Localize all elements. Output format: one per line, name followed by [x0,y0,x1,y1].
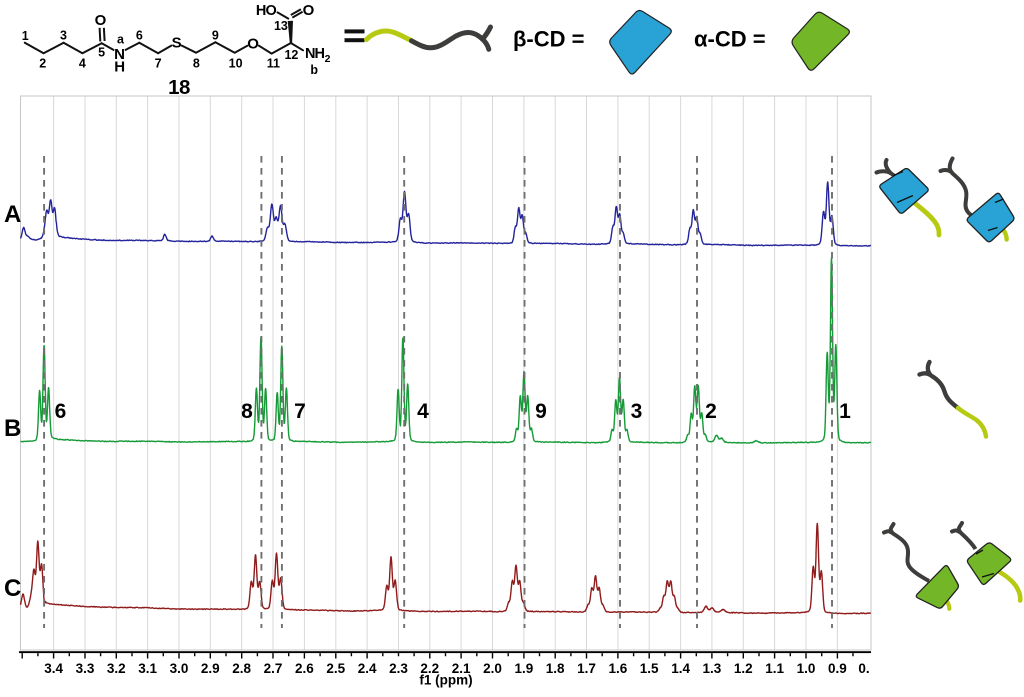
svg-text:α-CD =: α-CD = [694,27,766,52]
svg-text:0.: 0. [858,661,869,676]
svg-text:a: a [117,33,125,47]
svg-text:2.5: 2.5 [326,661,345,676]
svg-text:6: 6 [55,400,67,423]
svg-text:O: O [303,2,315,19]
svg-text:6: 6 [136,28,143,42]
svg-text:3.1: 3.1 [138,661,157,676]
svg-text:13: 13 [274,19,288,33]
svg-text:5: 5 [98,45,105,59]
svg-text:4: 4 [417,400,429,423]
svg-text:1.0: 1.0 [797,661,816,676]
svg-text:3: 3 [60,28,67,42]
svg-text:2.4: 2.4 [358,661,377,676]
svg-text:8: 8 [193,57,200,71]
svg-text:2.3: 2.3 [389,661,408,676]
svg-text:2: 2 [39,57,46,71]
svg-text:3.0: 3.0 [170,661,189,676]
svg-text:C: C [4,575,21,602]
svg-text:18: 18 [168,76,190,99]
svg-text:3: 3 [631,400,643,423]
svg-text:1.3: 1.3 [703,661,722,676]
svg-text:1.7: 1.7 [577,661,596,676]
svg-text:12: 12 [284,48,298,62]
svg-text:2.7: 2.7 [264,661,283,676]
svg-text:2.8: 2.8 [232,661,251,676]
svg-text:2.6: 2.6 [295,661,314,676]
svg-text:1.5: 1.5 [640,661,659,676]
svg-text:2: 2 [325,53,331,65]
svg-text:0.9: 0.9 [828,661,847,676]
svg-text:2.9: 2.9 [201,661,220,676]
svg-text:O: O [95,12,107,29]
svg-text:11: 11 [267,57,280,71]
svg-text:7: 7 [155,57,162,71]
svg-text:O: O [247,35,259,52]
svg-text:N: N [114,46,125,63]
svg-text:3.2: 3.2 [107,661,126,676]
svg-text:3.3: 3.3 [76,661,95,676]
svg-text:2: 2 [705,400,717,423]
svg-text:f1 (ppm): f1 (ppm) [419,673,472,688]
svg-text:10: 10 [229,57,243,71]
svg-text:S: S [172,34,182,51]
svg-text:2.0: 2.0 [483,661,502,676]
svg-text:1.6: 1.6 [609,661,628,676]
svg-text:8: 8 [241,400,253,423]
svg-text:4: 4 [79,57,86,71]
svg-text:2.1: 2.1 [452,661,471,676]
svg-text:1.2: 1.2 [734,661,753,676]
svg-text:NH: NH [305,46,324,62]
svg-text:B: B [4,415,21,442]
svg-text:9: 9 [535,400,547,423]
svg-text:1: 1 [839,400,851,423]
svg-text:A: A [4,201,21,228]
svg-text:7: 7 [294,400,306,423]
svg-text:1.4: 1.4 [671,661,690,676]
svg-text:1.1: 1.1 [765,661,784,676]
svg-text:3.4: 3.4 [44,661,63,676]
svg-text:1.8: 1.8 [546,661,565,676]
svg-text:9: 9 [212,29,219,43]
svg-text:1.9: 1.9 [515,661,534,676]
svg-text:2.2: 2.2 [420,661,439,676]
svg-text:HO: HO [256,3,277,19]
svg-text:1: 1 [22,29,29,43]
svg-text:H: H [114,59,125,76]
svg-text:b: b [310,63,318,77]
svg-text:β-CD =: β-CD = [513,27,585,52]
